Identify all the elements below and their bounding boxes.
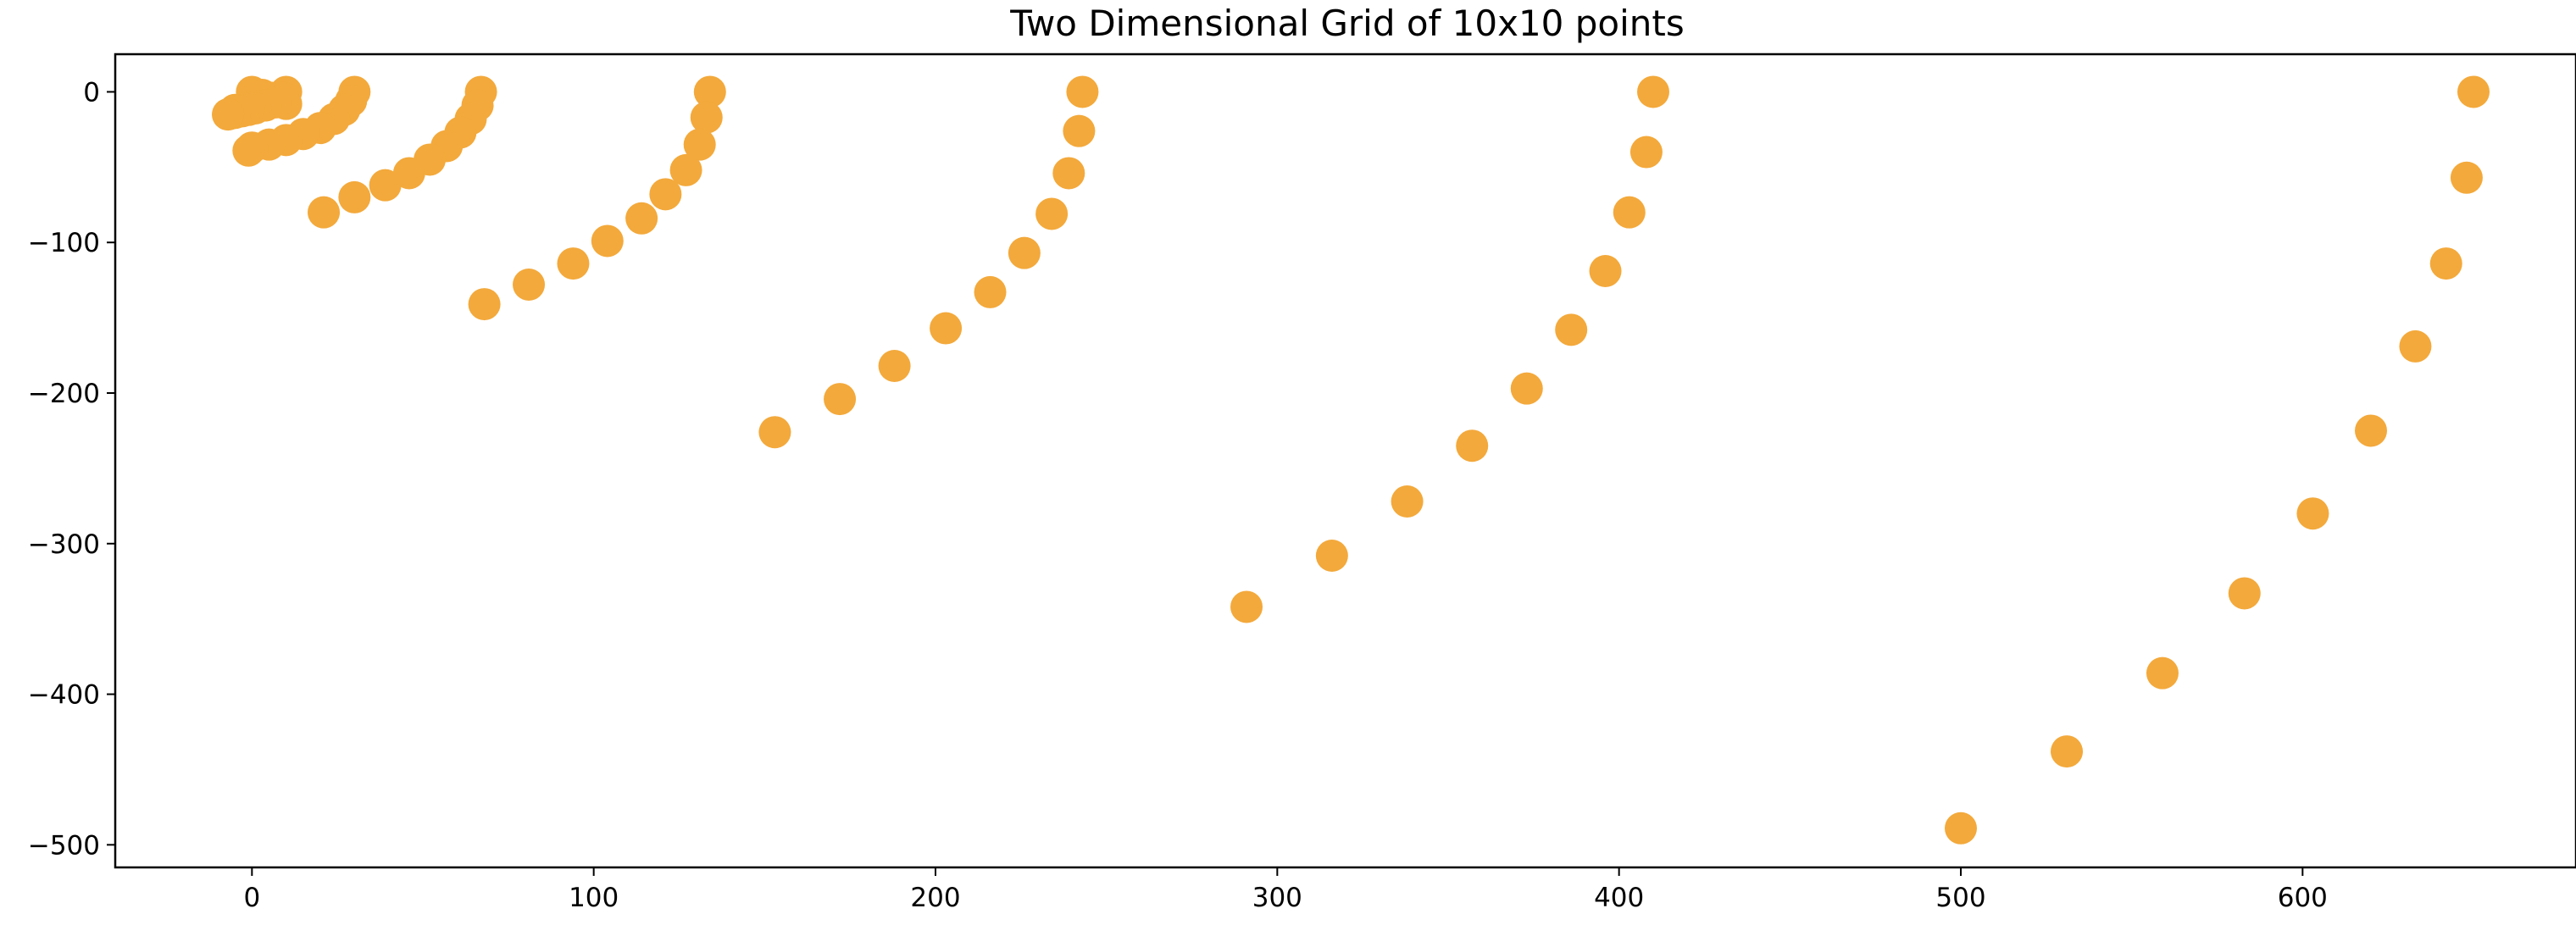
data-point <box>1945 811 1977 845</box>
data-point <box>2457 75 2490 108</box>
data-point <box>1315 540 1348 572</box>
y-tick-label: −500 <box>28 830 100 861</box>
data-point <box>758 416 791 449</box>
data-point <box>338 180 371 213</box>
y-tick-label: −300 <box>28 529 100 560</box>
data-point <box>974 275 1007 308</box>
x-tick-label: 200 <box>910 883 960 913</box>
data-point <box>308 196 341 229</box>
data-point <box>878 350 911 382</box>
data-point <box>2051 735 2084 768</box>
data-point <box>625 202 658 235</box>
plot-frame <box>114 53 2576 869</box>
data-point <box>2296 497 2329 530</box>
data-point <box>369 169 402 202</box>
y-axis: 0 −100 −200 −300 −400 −500 <box>28 77 115 861</box>
y-tick-label: −400 <box>28 680 100 711</box>
x-tick-label: 500 <box>1935 883 1985 913</box>
data-point <box>2228 577 2261 610</box>
data-point <box>2146 656 2179 690</box>
data-point <box>392 157 425 190</box>
data-point <box>669 153 702 186</box>
data-point <box>930 312 963 345</box>
x-tick-label: 400 <box>1594 883 1644 913</box>
data-point <box>1637 75 1669 108</box>
data-point <box>2399 330 2432 363</box>
data-points <box>212 75 2490 845</box>
x-tick-label: 600 <box>2278 883 2328 913</box>
data-point <box>1066 75 1099 108</box>
y-tick-label: 0 <box>83 77 100 108</box>
data-point <box>513 269 546 301</box>
x-axis: 0 100 200 300 400 500 600 <box>243 867 2328 913</box>
data-point <box>1629 136 1663 169</box>
data-point <box>468 288 501 321</box>
data-point <box>1052 157 1085 190</box>
data-point <box>1391 485 1424 518</box>
y-tick-label: −100 <box>28 228 100 258</box>
data-point <box>1613 196 1646 229</box>
data-point <box>1035 197 1069 230</box>
data-point <box>693 75 726 108</box>
data-point <box>212 98 245 131</box>
data-point <box>1510 372 1543 405</box>
data-point <box>1589 255 1622 287</box>
chart-title: Two Dimensional Grid of 10x10 points <box>1009 3 1685 44</box>
data-point <box>649 178 682 211</box>
data-point <box>232 134 265 167</box>
data-point <box>2429 247 2462 280</box>
y-tick-label: −200 <box>28 379 100 409</box>
data-point <box>2355 414 2387 447</box>
data-point <box>683 128 716 161</box>
data-point <box>591 224 624 258</box>
data-point <box>690 101 723 134</box>
data-point <box>1555 313 1588 346</box>
x-tick-label: 0 <box>243 883 260 913</box>
data-point <box>1230 590 1263 623</box>
data-point <box>824 383 857 416</box>
data-point <box>1008 236 1041 269</box>
data-point <box>1063 114 1096 147</box>
x-tick-label: 300 <box>1252 883 1302 913</box>
x-tick-label: 100 <box>569 883 619 913</box>
data-point <box>557 247 590 280</box>
data-point <box>2450 161 2483 194</box>
data-point <box>1456 429 1489 462</box>
